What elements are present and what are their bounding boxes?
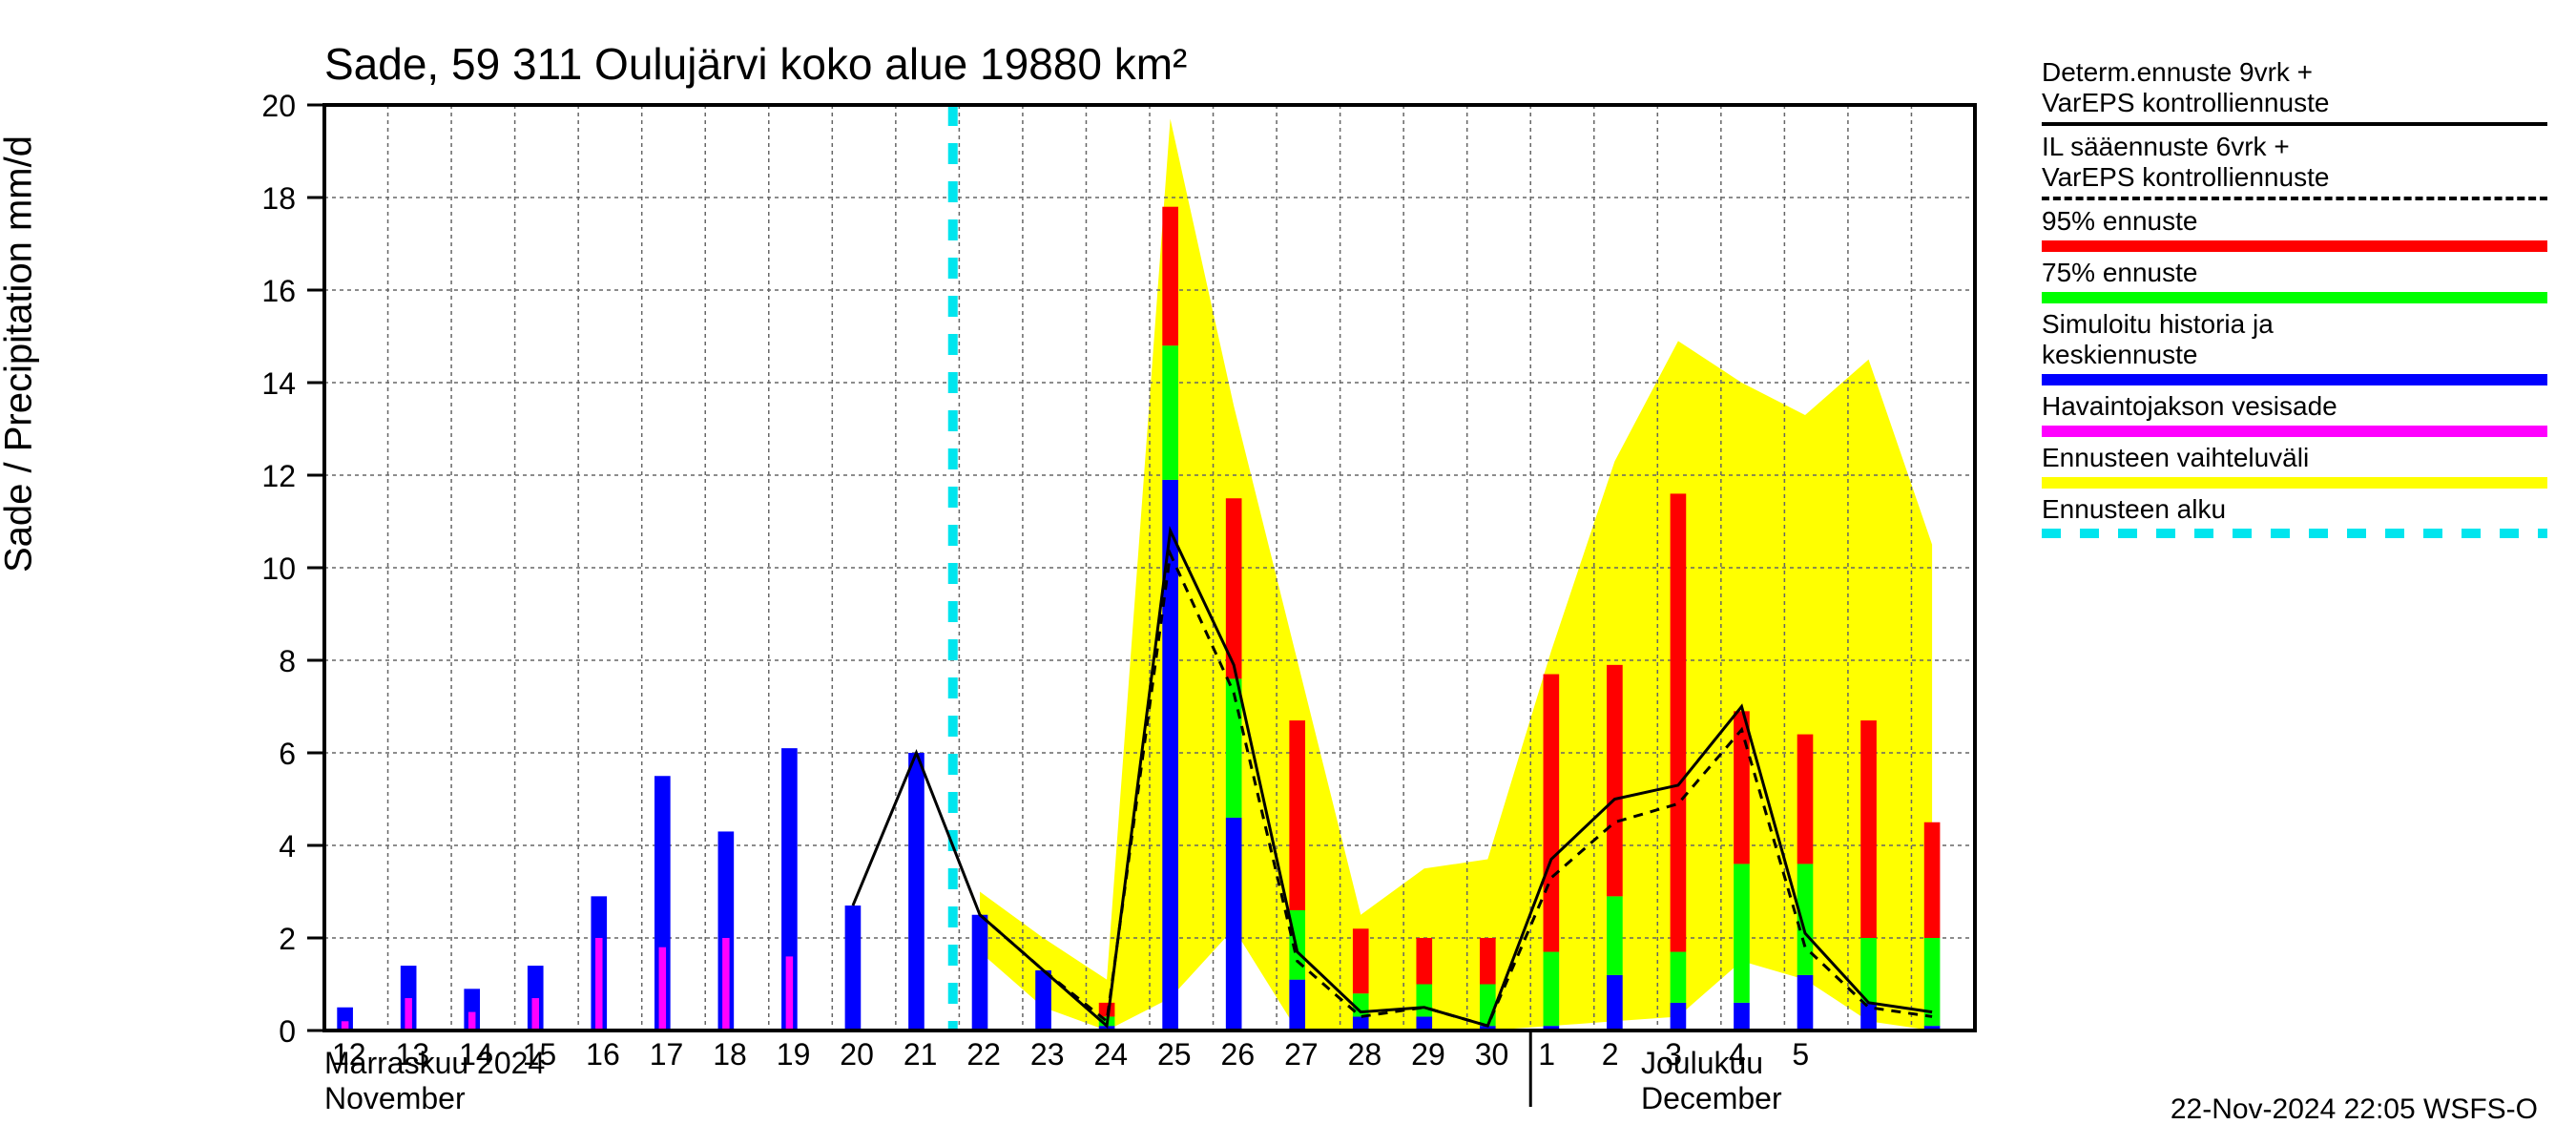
svg-text:1: 1	[1538, 1037, 1555, 1072]
svg-text:5: 5	[1792, 1037, 1809, 1072]
svg-text:30: 30	[1475, 1037, 1509, 1072]
legend-item: Simuloitu historia jakeskiennuste	[2042, 309, 2547, 385]
svg-text:20: 20	[840, 1037, 874, 1072]
svg-text:2: 2	[1602, 1037, 1619, 1072]
svg-text:6: 6	[279, 737, 296, 771]
svg-text:22: 22	[966, 1037, 1001, 1072]
legend-label: Simuloitu historia ja	[2042, 309, 2547, 340]
svg-text:16: 16	[261, 274, 296, 308]
month-right: Joulukuu December	[1641, 1046, 1782, 1116]
svg-text:16: 16	[586, 1037, 620, 1072]
svg-text:27: 27	[1284, 1037, 1319, 1072]
svg-text:21: 21	[904, 1037, 938, 1072]
svg-text:14: 14	[261, 366, 296, 401]
legend-item: Ennusteen vaihteluväli	[2042, 443, 2547, 489]
legend-label: IL sääennuste 6vrk +	[2042, 132, 2547, 162]
legend-swatch	[2042, 240, 2547, 252]
svg-text:12: 12	[261, 459, 296, 493]
month-left: Marraskuu 2024 November	[324, 1046, 545, 1116]
svg-text:28: 28	[1348, 1037, 1382, 1072]
legend: Determ.ennuste 9vrk +VarEPS kontrollienn…	[2042, 57, 2547, 544]
svg-text:18: 18	[261, 181, 296, 216]
svg-text:29: 29	[1411, 1037, 1445, 1072]
legend-item: Ennusteen alku	[2042, 494, 2547, 538]
chart-title: Sade, 59 311 Oulujärvi koko alue 19880 k…	[324, 38, 1187, 90]
legend-item: Determ.ennuste 9vrk +VarEPS kontrollienn…	[2042, 57, 2547, 126]
month-right-en: December	[1641, 1081, 1782, 1116]
svg-text:4: 4	[279, 829, 296, 864]
legend-item: IL sääennuste 6vrk + VarEPS kontrollienn…	[2042, 132, 2547, 200]
svg-text:23: 23	[1030, 1037, 1065, 1072]
footer-timestamp: 22-Nov-2024 22:05 WSFS-O	[2171, 1093, 2538, 1126]
legend-swatch	[2042, 197, 2547, 200]
legend-label: VarEPS kontrolliennuste	[2042, 162, 2547, 193]
svg-text:0: 0	[279, 1014, 296, 1049]
svg-text:18: 18	[713, 1037, 747, 1072]
legend-label: Ennusteen alku	[2042, 494, 2547, 525]
svg-text:19: 19	[777, 1037, 811, 1072]
legend-swatch	[2042, 529, 2547, 538]
svg-text:8: 8	[279, 644, 296, 678]
legend-label: Ennusteen vaihteluväli	[2042, 443, 2547, 473]
legend-label: Determ.ennuste 9vrk +	[2042, 57, 2547, 88]
svg-text:2: 2	[279, 922, 296, 956]
legend-item: 75% ennuste	[2042, 258, 2547, 303]
legend-swatch	[2042, 122, 2547, 126]
legend-label: 75% ennuste	[2042, 258, 2547, 288]
legend-label: Havaintojakson vesisade	[2042, 391, 2547, 422]
svg-text:24: 24	[1093, 1037, 1128, 1072]
svg-text:26: 26	[1221, 1037, 1256, 1072]
legend-swatch	[2042, 477, 2547, 489]
legend-swatch	[2042, 374, 2547, 385]
month-right-fi: Joulukuu	[1641, 1046, 1782, 1081]
legend-label: keskiennuste	[2042, 340, 2547, 370]
chart-container: Sade, 59 311 Oulujärvi koko alue 19880 k…	[0, 0, 2576, 1145]
svg-text:17: 17	[650, 1037, 684, 1072]
legend-label: VarEPS kontrolliennuste	[2042, 88, 2547, 118]
svg-text:25: 25	[1157, 1037, 1192, 1072]
legend-swatch	[2042, 426, 2547, 437]
legend-swatch	[2042, 292, 2547, 303]
svg-text:10: 10	[261, 552, 296, 586]
legend-item: Havaintojakson vesisade	[2042, 391, 2547, 437]
y-axis-label: Sade / Precipitation mm/d	[0, 135, 41, 572]
month-left-en: November	[324, 1081, 545, 1116]
month-left-fi: Marraskuu 2024	[324, 1046, 545, 1081]
svg-text:20: 20	[261, 89, 296, 123]
legend-label: 95% ennuste	[2042, 206, 2547, 237]
legend-item: 95% ennuste	[2042, 206, 2547, 252]
